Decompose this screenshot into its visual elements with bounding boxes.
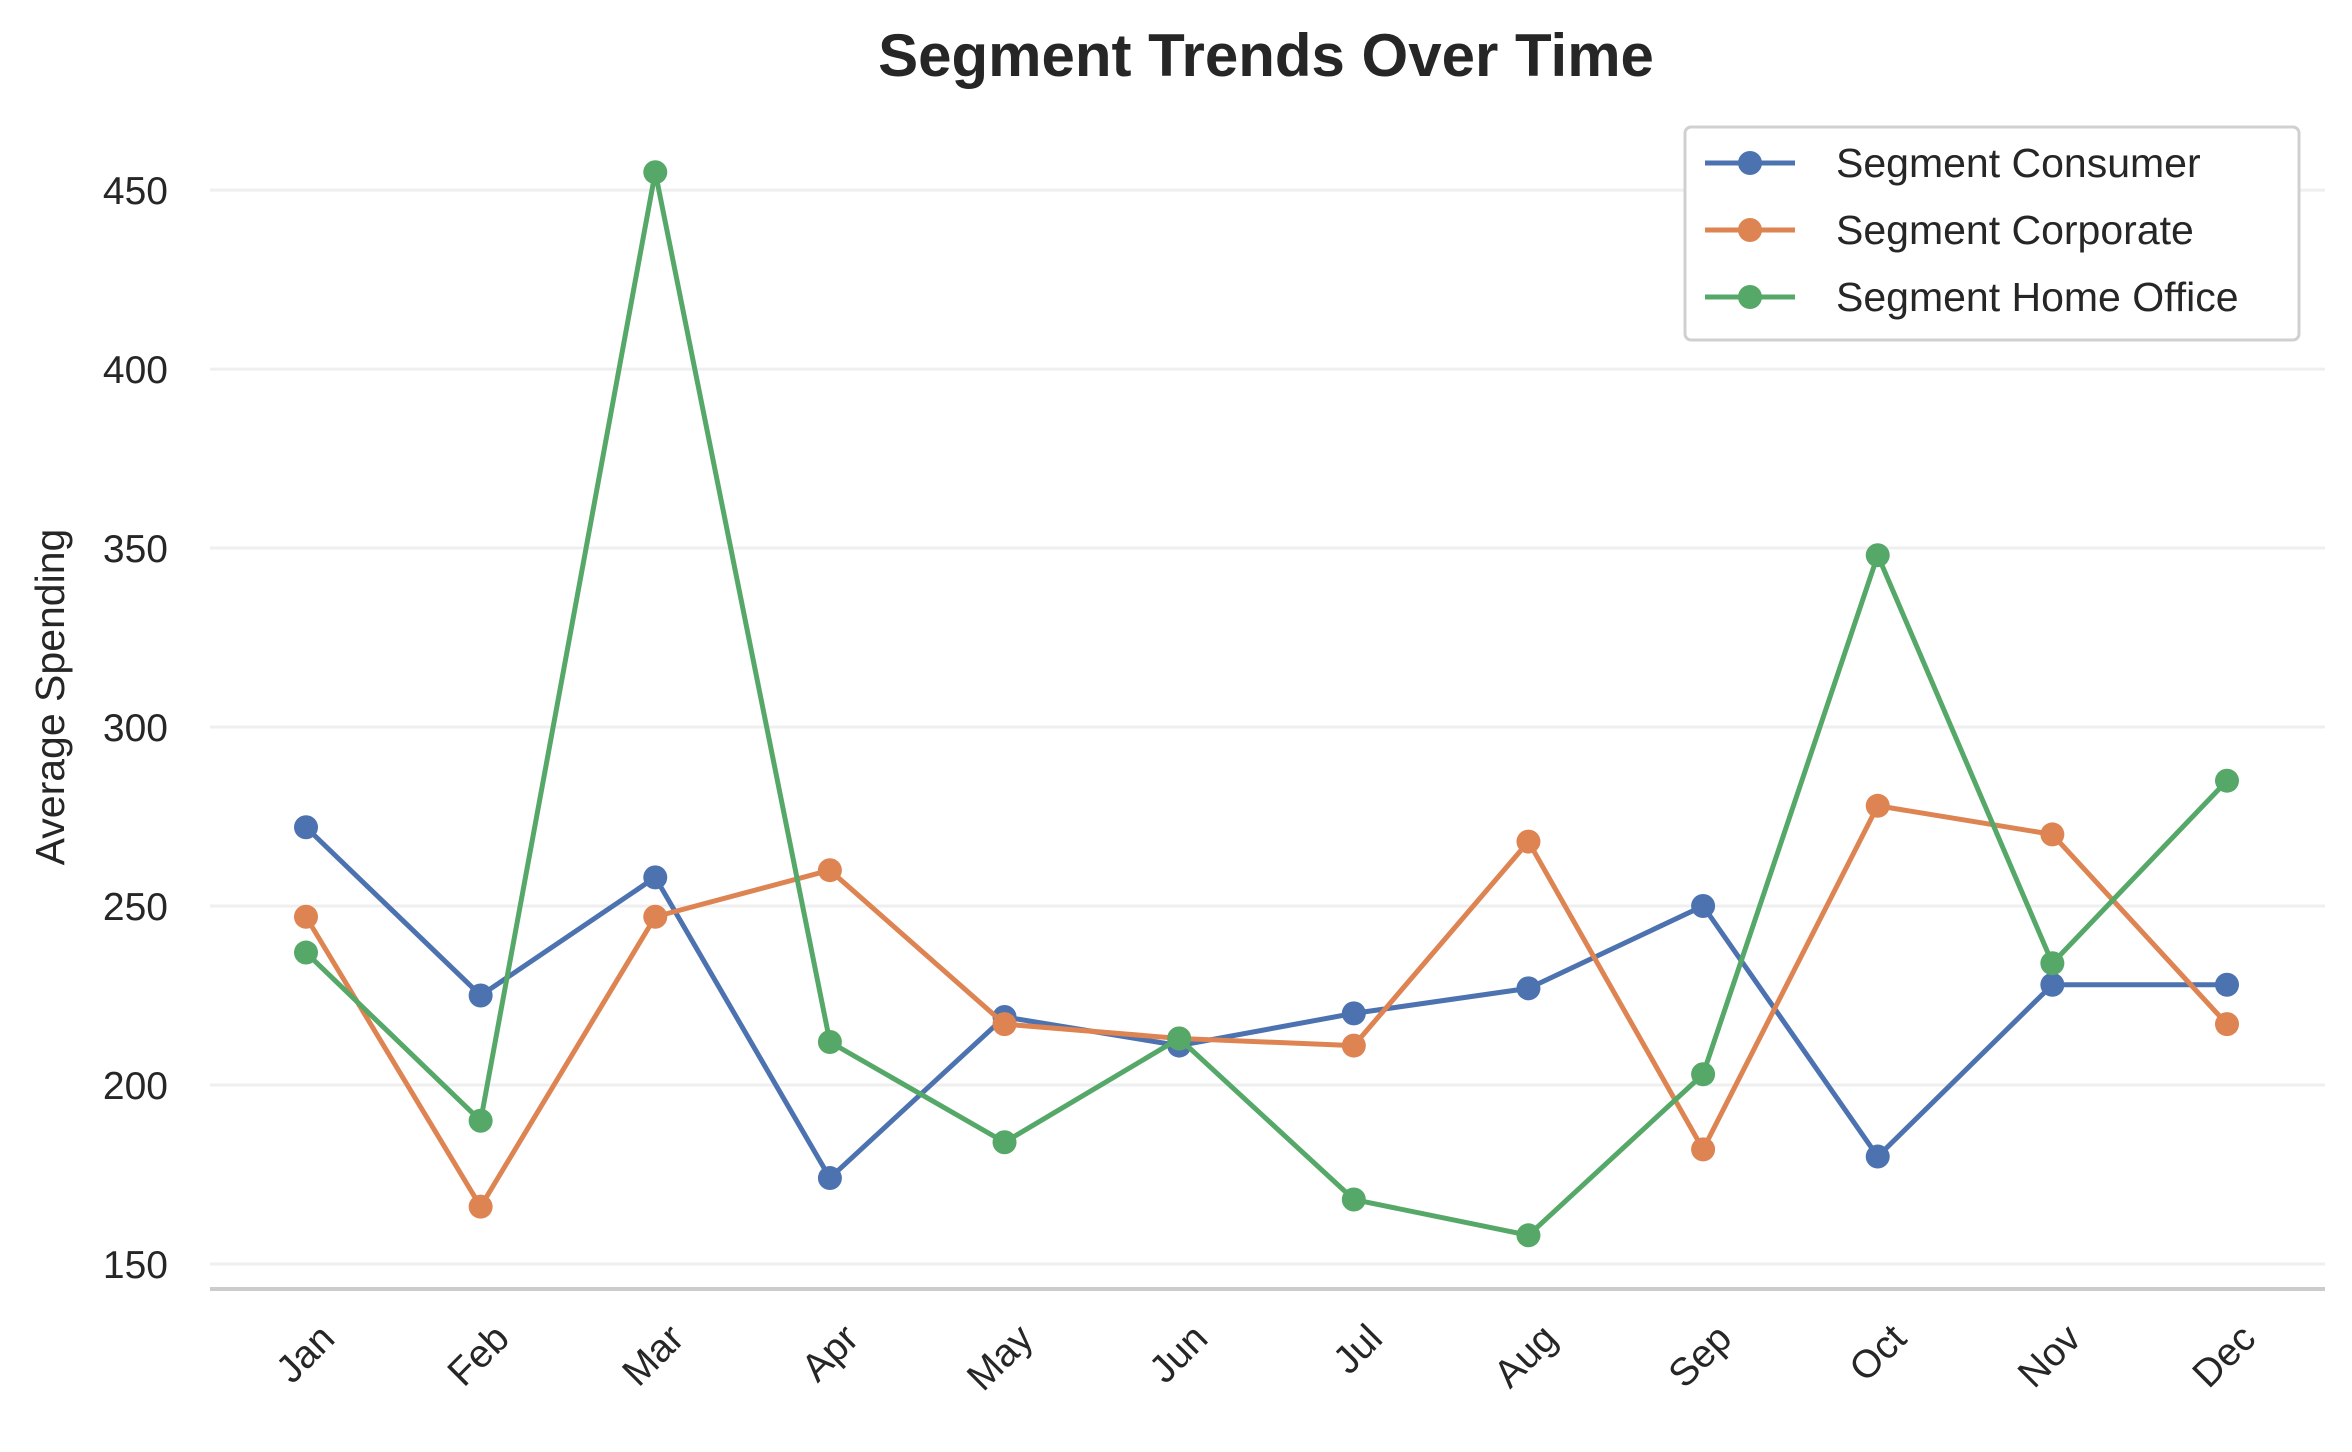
- chart-title: Segment Trends Over Time: [878, 22, 1654, 89]
- y-tick-label: 450: [103, 170, 168, 213]
- legend: Segment Consumer Segment Corporate Segment…: [1683, 125, 2301, 342]
- data-point: [817, 858, 842, 883]
- x-tick-label: Apr: [794, 1317, 867, 1390]
- data-point: [643, 904, 668, 929]
- data-point: [817, 1030, 842, 1055]
- legend-entry: Segment Corporate: [1705, 207, 2194, 253]
- data-point: [468, 1194, 493, 1219]
- x-tick-label: Feb: [440, 1317, 518, 1395]
- gridlines: [210, 188, 2325, 1266]
- data-point: [2040, 972, 2065, 997]
- data-point: [1865, 1144, 1890, 1169]
- x-tick-label: Dec: [2185, 1317, 2264, 1396]
- data-point: [1341, 1033, 1366, 1058]
- data-point: [643, 160, 668, 185]
- x-tick-label: Jun: [1141, 1317, 1216, 1392]
- data-point: [1341, 1187, 1366, 1212]
- legend-label: Segment Home Office: [1836, 274, 2239, 320]
- data-point: [1341, 1001, 1366, 1026]
- data-point: [992, 1012, 1017, 1037]
- data-point: [992, 1130, 1017, 1155]
- data-point: [294, 904, 318, 929]
- data-point: [1691, 1062, 1716, 1087]
- data-point: [2215, 1012, 2239, 1037]
- series-3: [294, 160, 2239, 1248]
- series-line: [304, 825, 2227, 1181]
- data-point: [2040, 951, 2065, 976]
- legend-marker: [1738, 218, 1762, 242]
- data-point: [1691, 1137, 1716, 1162]
- data-point: [1516, 1223, 1541, 1248]
- y-tick-label: 300: [103, 707, 168, 750]
- data-point: [2040, 822, 2065, 847]
- data-point: [294, 815, 318, 840]
- data-point: [1516, 976, 1541, 1001]
- series-1: [294, 815, 2239, 1191]
- legend-marker: [1738, 151, 1762, 175]
- data-point: [2215, 972, 2239, 997]
- x-tick-label: May: [959, 1316, 1042, 1399]
- x-tick-label: Aug: [1486, 1317, 1565, 1396]
- data-point: [2215, 768, 2239, 793]
- legend-label: Segment Consumer: [1836, 140, 2201, 186]
- data-point: [468, 983, 493, 1008]
- legend-marker: [1738, 285, 1762, 309]
- data-point: [643, 865, 668, 890]
- y-tick-label: 200: [103, 1065, 168, 1108]
- y-tick-label: 150: [103, 1244, 168, 1287]
- x-tick-label: Jul: [1325, 1317, 1391, 1383]
- x-tick-label: Oct: [1841, 1317, 1914, 1390]
- x-tick-label: Nov: [2010, 1316, 2090, 1396]
- data-point: [817, 1166, 842, 1191]
- series-line: [304, 169, 2229, 1238]
- legend-entry: Segment Consumer: [1705, 140, 2201, 186]
- x-tick-label: Mar: [614, 1317, 692, 1395]
- y-axis-ticks: 150 200 250 300 350 400 450: [103, 170, 168, 1287]
- legend-entry: Segment Home Office: [1705, 274, 2239, 320]
- data-point: [294, 940, 318, 965]
- data-point: [1691, 894, 1716, 918]
- y-tick-label: 350: [103, 528, 168, 571]
- legend-frame: [1683, 125, 2301, 342]
- series-lines: [294, 160, 2239, 1248]
- x-tick-label: Sep: [1661, 1317, 1740, 1396]
- series-2: [294, 793, 2239, 1219]
- data-point: [468, 1108, 493, 1133]
- data-point: [1865, 543, 1890, 568]
- y-tick-label: 250: [103, 886, 168, 929]
- y-tick-label: 400: [103, 349, 168, 392]
- x-tick-label: Jan: [268, 1317, 343, 1392]
- data-point: [1865, 793, 1890, 818]
- data-point: [1167, 1026, 1192, 1051]
- x-axis-ticks: Jan Feb Mar Apr May Jun Jul Aug Sep Oct Nov Dec: [268, 1316, 2264, 1399]
- data-point: [1516, 829, 1541, 854]
- legend-label: Segment Corporate: [1836, 207, 2194, 253]
- y-axis-label: Average Spending: [27, 529, 73, 866]
- series-line: [303, 803, 2229, 1210]
